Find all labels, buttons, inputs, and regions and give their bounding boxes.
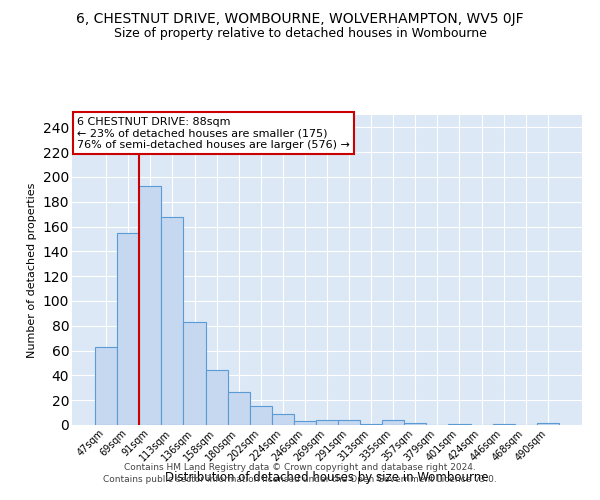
Bar bbox=[382, 420, 404, 425]
Bar bbox=[404, 422, 427, 425]
Bar bbox=[493, 424, 515, 425]
Bar bbox=[537, 422, 559, 425]
Bar bbox=[184, 322, 206, 425]
Bar bbox=[250, 406, 272, 425]
X-axis label: Distribution of detached houses by size in Wombourne: Distribution of detached houses by size … bbox=[165, 471, 489, 484]
Text: Contains public sector information licensed under the Open Government Licence v3: Contains public sector information licen… bbox=[103, 475, 497, 484]
Bar bbox=[227, 392, 250, 425]
Bar bbox=[95, 347, 117, 425]
Bar bbox=[139, 186, 161, 425]
Bar bbox=[161, 216, 184, 425]
Bar bbox=[272, 414, 294, 425]
Bar bbox=[448, 424, 470, 425]
Text: 6, CHESTNUT DRIVE, WOMBOURNE, WOLVERHAMPTON, WV5 0JF: 6, CHESTNUT DRIVE, WOMBOURNE, WOLVERHAMP… bbox=[76, 12, 524, 26]
Text: Contains HM Land Registry data © Crown copyright and database right 2024.: Contains HM Land Registry data © Crown c… bbox=[124, 464, 476, 472]
Bar bbox=[294, 422, 316, 425]
Bar bbox=[117, 233, 139, 425]
Y-axis label: Number of detached properties: Number of detached properties bbox=[27, 182, 37, 358]
Text: 6 CHESTNUT DRIVE: 88sqm
← 23% of detached houses are smaller (175)
76% of semi-d: 6 CHESTNUT DRIVE: 88sqm ← 23% of detache… bbox=[77, 116, 350, 150]
Bar bbox=[338, 420, 360, 425]
Bar bbox=[206, 370, 227, 425]
Bar bbox=[360, 424, 382, 425]
Bar bbox=[316, 420, 338, 425]
Text: Size of property relative to detached houses in Wombourne: Size of property relative to detached ho… bbox=[113, 28, 487, 40]
